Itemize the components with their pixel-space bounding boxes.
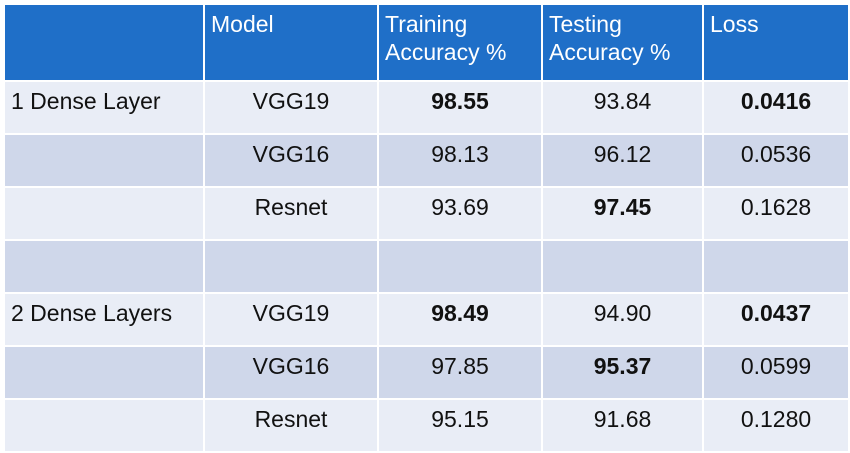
header-cell-training-accuracy: Training Accuracy % [377,3,543,82]
training-accuracy-cell: 98.49 [377,292,543,347]
training-accuracy-cell: 97.85 [377,345,543,400]
header-cell-loss: Loss [702,3,850,82]
model-cell: VGG19 [203,80,379,135]
table-row: Resnet 95.15 91.68 0.1280 [3,398,850,453]
model-cell [203,239,379,294]
results-table-container: Model Training Accuracy % Testing Accura… [3,3,850,453]
model-cell: Resnet [203,186,379,241]
group-cell [3,133,205,188]
group-cell: 1 Dense Layer [3,80,205,135]
table-row: 1 Dense Layer VGG19 98.55 93.84 0.0416 [3,80,850,135]
header-cell-group [3,3,205,82]
table-row: VGG16 98.13 96.12 0.0536 [3,133,850,188]
loss-cell [702,239,850,294]
table-body: 1 Dense Layer VGG19 98.55 93.84 0.0416 V… [3,80,850,453]
loss-cell: 0.0599 [702,345,850,400]
testing-accuracy-cell: 93.84 [541,80,704,135]
training-accuracy-cell: 98.13 [377,133,543,188]
training-accuracy-cell: 98.55 [377,80,543,135]
loss-cell: 0.0437 [702,292,850,347]
testing-accuracy-cell: 95.37 [541,345,704,400]
training-accuracy-cell: 93.69 [377,186,543,241]
group-cell [3,239,205,294]
table-row: 2 Dense Layers VGG19 98.49 94.90 0.0437 [3,292,850,347]
loss-cell: 0.1628 [702,186,850,241]
model-cell: Resnet [203,398,379,453]
header-cell-testing-accuracy: Testing Accuracy % [541,3,704,82]
training-accuracy-cell [377,239,543,294]
loss-cell: 0.0536 [702,133,850,188]
table-row: VGG16 97.85 95.37 0.0599 [3,345,850,400]
group-cell [3,186,205,241]
model-cell: VGG16 [203,345,379,400]
spacer-row [3,239,850,294]
results-table: Model Training Accuracy % Testing Accura… [3,3,850,453]
header-row: Model Training Accuracy % Testing Accura… [3,3,850,82]
group-cell [3,345,205,400]
table-row: Resnet 93.69 97.45 0.1628 [3,186,850,241]
group-cell: 2 Dense Layers [3,292,205,347]
loss-cell: 0.1280 [702,398,850,453]
model-cell: VGG19 [203,292,379,347]
header-cell-model: Model [203,3,379,82]
model-cell: VGG16 [203,133,379,188]
group-cell [3,398,205,453]
testing-accuracy-cell: 96.12 [541,133,704,188]
testing-accuracy-cell: 91.68 [541,398,704,453]
loss-cell: 0.0416 [702,80,850,135]
testing-accuracy-cell: 97.45 [541,186,704,241]
testing-accuracy-cell [541,239,704,294]
testing-accuracy-cell: 94.90 [541,292,704,347]
training-accuracy-cell: 95.15 [377,398,543,453]
